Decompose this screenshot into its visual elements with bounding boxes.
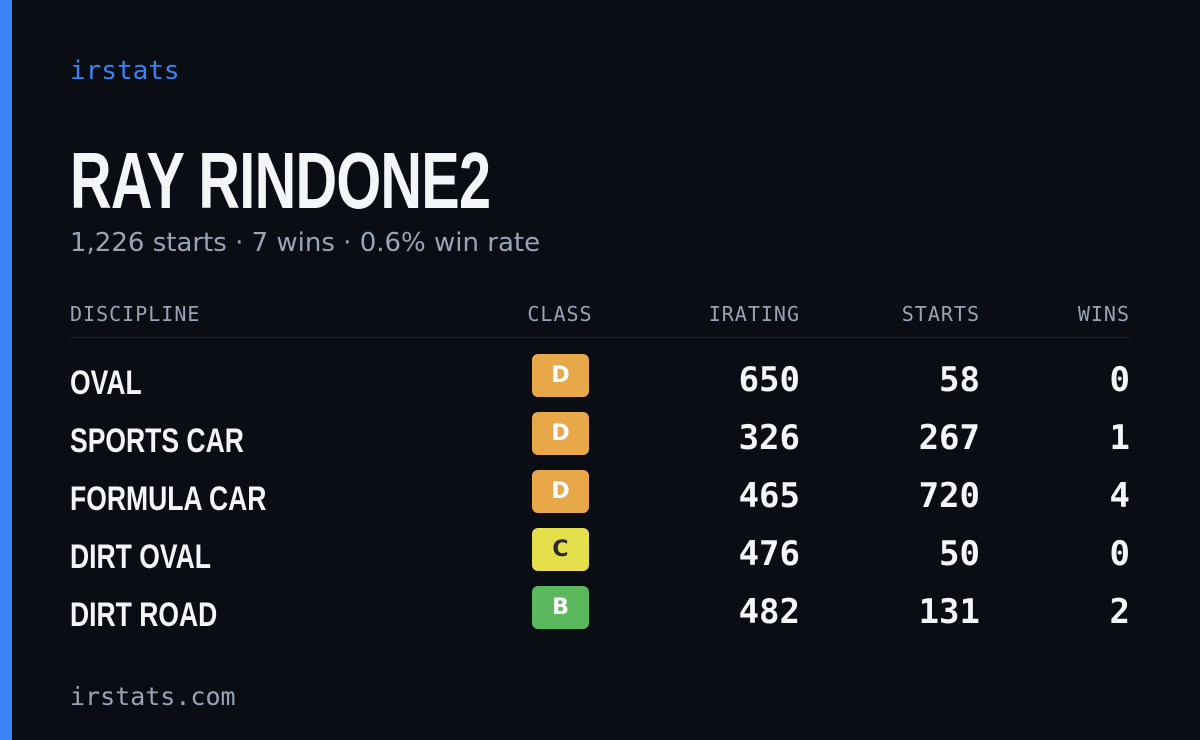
class-badge: D bbox=[532, 354, 589, 397]
header-discipline: DISCIPLINE bbox=[70, 302, 201, 326]
irating: 476 bbox=[738, 534, 800, 574]
wins: 1 bbox=[1109, 418, 1130, 458]
driver-summary: 1,226 starts · 7 wins · 0.6% win rate bbox=[70, 228, 541, 258]
class-badge: D bbox=[532, 470, 589, 513]
irating: 465 bbox=[738, 476, 800, 516]
discipline: OVAL bbox=[70, 364, 142, 402]
brand: irstats bbox=[70, 56, 180, 86]
discipline: DIRT OVAL bbox=[70, 538, 211, 576]
discipline: DIRT ROAD bbox=[70, 596, 218, 634]
irating: 650 bbox=[738, 360, 800, 400]
wins: 2 bbox=[1109, 592, 1130, 632]
driver-name: RAY RINDONE2 bbox=[70, 136, 491, 225]
class-badge: C bbox=[532, 528, 589, 571]
footer: irstats.com bbox=[70, 682, 236, 711]
discipline: SPORTS CAR bbox=[70, 422, 244, 460]
class-badge: B bbox=[532, 586, 589, 629]
starts: 50 bbox=[939, 534, 980, 574]
header-rule bbox=[70, 337, 1130, 338]
header-wins: WINS bbox=[1077, 302, 1130, 326]
starts: 131 bbox=[918, 592, 980, 632]
wins: 0 bbox=[1109, 360, 1130, 400]
header-irating: IRATING bbox=[708, 302, 800, 326]
class-badge: D bbox=[532, 412, 589, 455]
starts: 720 bbox=[918, 476, 980, 516]
irating: 482 bbox=[738, 592, 800, 632]
header-class: CLASS bbox=[527, 302, 593, 326]
starts: 58 bbox=[939, 360, 980, 400]
discipline: FORMULA CAR bbox=[70, 480, 267, 518]
wins: 4 bbox=[1109, 476, 1130, 516]
irating: 326 bbox=[738, 418, 800, 458]
starts: 267 bbox=[918, 418, 980, 458]
accent-bar bbox=[0, 0, 12, 740]
wins: 0 bbox=[1109, 534, 1130, 574]
header-starts: STARTS bbox=[901, 302, 980, 326]
